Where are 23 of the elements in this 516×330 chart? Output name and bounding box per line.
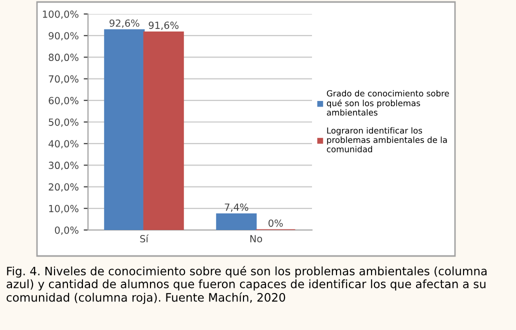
x-tick-label: No xyxy=(250,235,262,242)
y-tick-label: 10,0% xyxy=(49,204,78,214)
y-tick-label: 90,0% xyxy=(48,32,78,40)
y-tick-label: 100,0% xyxy=(42,10,78,19)
data-label: 0% xyxy=(268,219,283,227)
y-tick-label: 50,0% xyxy=(48,118,78,127)
legend-label: Grado de conocimiento sobre qué son los problemas ambientales xyxy=(326,90,449,116)
y-tick-label: 0,0% xyxy=(54,226,78,235)
y-tick-label: 80,0% xyxy=(48,54,78,62)
data-label: 7,4% xyxy=(224,203,248,212)
bar xyxy=(143,31,184,230)
y-tick-label: 30,0% xyxy=(48,162,78,170)
legend-label: Lograron identificar los problemas ambientales de la comunidad xyxy=(326,127,447,152)
caption: Fig. 4. Niveles de conocimiento sobre qué son los problemas ambientales (columna azul) y cantidad de alumnos que fueron capaces de identificar los que afectan a su comunidad (columna roja). Fuente Machín, 2020 xyxy=(6,266,487,304)
y-tick-label: 40,0% xyxy=(48,140,78,148)
bar xyxy=(104,29,145,230)
bar xyxy=(216,213,257,230)
data-label: 91,6% xyxy=(148,22,179,30)
data-label: 92,6% xyxy=(110,19,140,28)
y-tick-label: 60,0% xyxy=(48,96,78,106)
y-tick-label: 70,0% xyxy=(48,75,78,84)
x-tick-label: Sí xyxy=(140,234,149,242)
y-tick-label: 20,0% xyxy=(48,183,78,192)
